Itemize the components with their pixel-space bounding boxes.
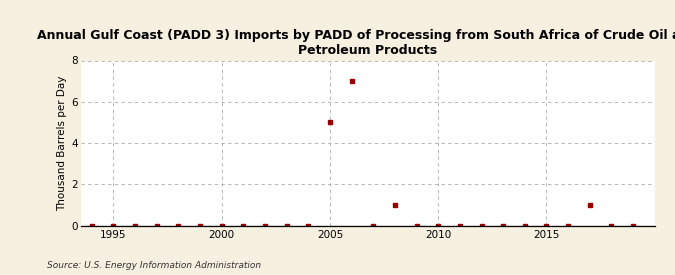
Y-axis label: Thousand Barrels per Day: Thousand Barrels per Day bbox=[57, 75, 68, 211]
Text: Source: U.S. Energy Information Administration: Source: U.S. Energy Information Administ… bbox=[47, 260, 261, 270]
Title: Annual Gulf Coast (PADD 3) Imports by PADD of Processing from South Africa of Cr: Annual Gulf Coast (PADD 3) Imports by PA… bbox=[37, 29, 675, 57]
